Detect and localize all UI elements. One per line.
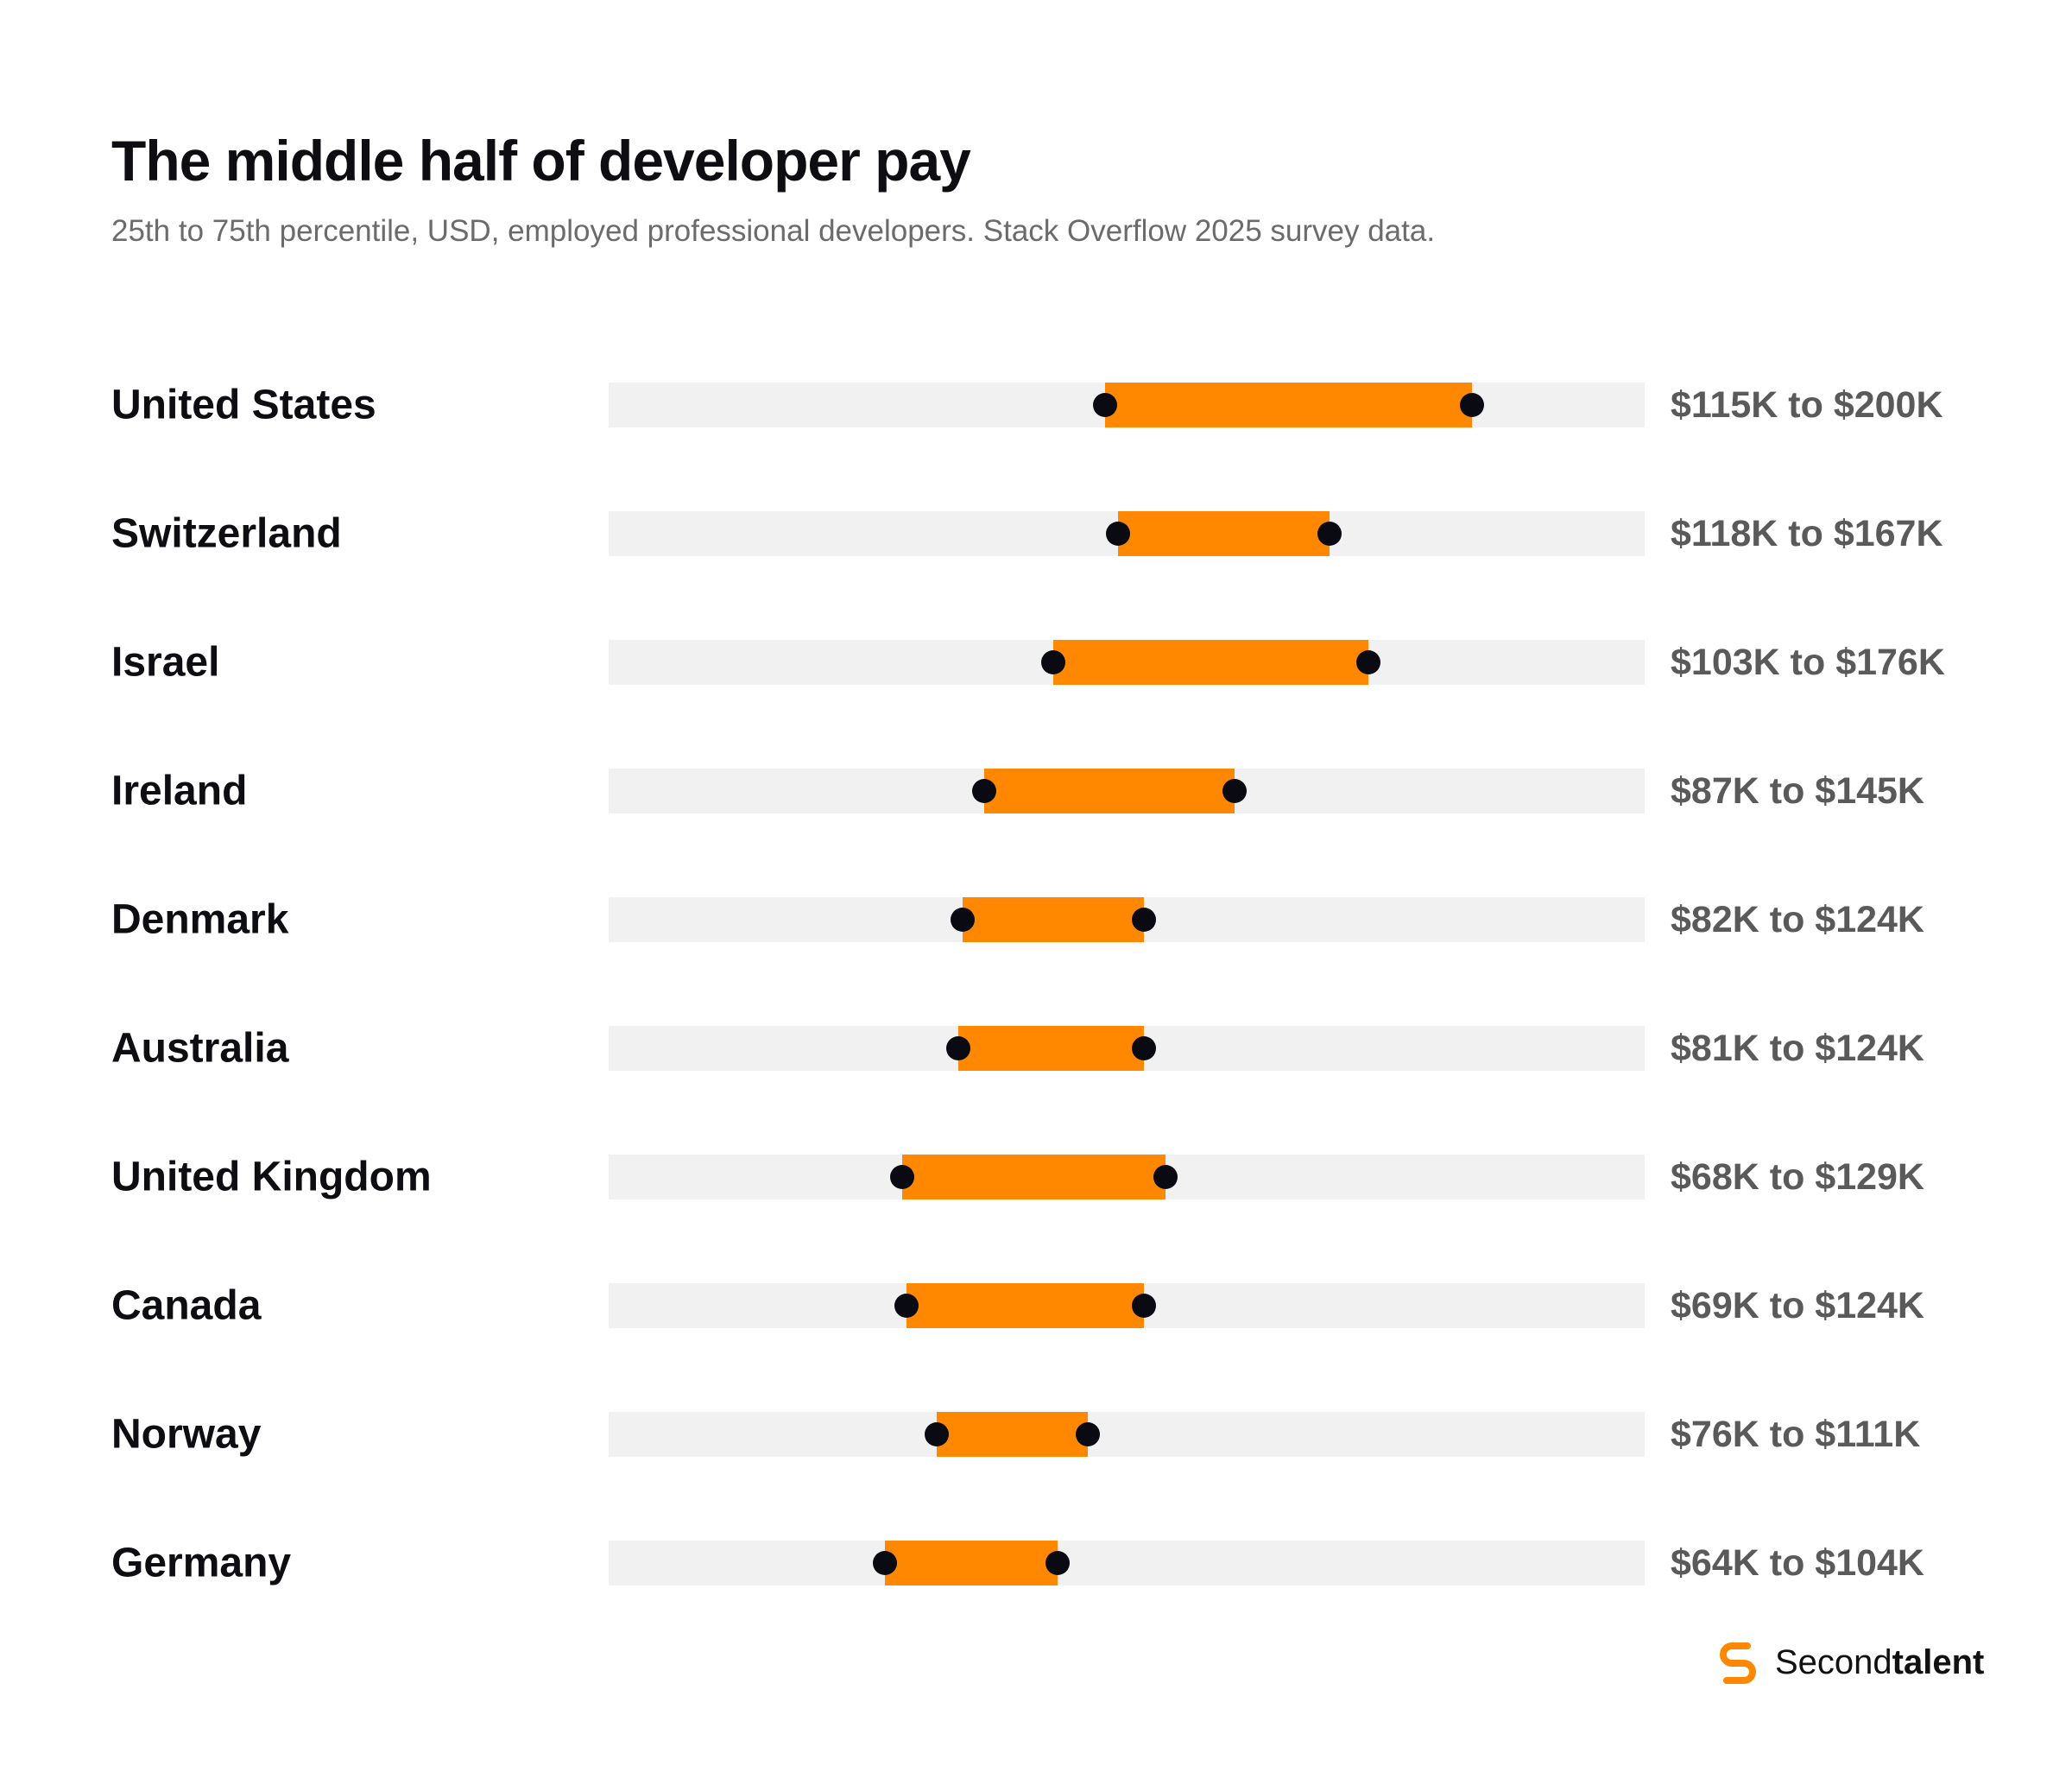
range-value-label: $69K to $124K xyxy=(1671,1285,1924,1326)
range-value-label: $87K to $145K xyxy=(1671,770,1924,812)
brand-name-regular: Second xyxy=(1775,1642,1892,1681)
p25-dot xyxy=(890,1165,914,1189)
range-value-label: $103K to $176K xyxy=(1671,642,1945,683)
chart-row-norway: Norway $76K to $111K xyxy=(111,1412,1920,1458)
chart-row-germany: Germany $64K to $104K xyxy=(111,1541,1924,1586)
chart-title: The middle half of developer pay xyxy=(111,129,971,193)
range-track xyxy=(609,1541,1645,1585)
chart-row-switzerland: Switzerland $118K to $167K xyxy=(111,511,1943,557)
country-label: Australia xyxy=(111,1026,289,1072)
chart-row-united-kingdom: United Kingdom $68K to $129K xyxy=(111,1155,1924,1200)
country-label: Ireland xyxy=(111,769,247,814)
country-label: Israel xyxy=(111,640,219,686)
interquartile-bar xyxy=(937,1412,1088,1457)
range-track xyxy=(609,1412,1645,1457)
range-value-label: $64K to $104K xyxy=(1671,1542,1924,1584)
p25-dot xyxy=(972,779,996,803)
p25-dot xyxy=(1041,650,1065,674)
country-label: United Kingdom xyxy=(111,1155,432,1200)
chart-row-israel: Israel $103K to $176K xyxy=(111,640,1945,686)
country-label: Switzerland xyxy=(111,511,342,557)
p75-dot xyxy=(1132,1036,1156,1060)
interquartile-bar xyxy=(963,897,1144,942)
interquartile-bar xyxy=(958,1026,1144,1071)
interquartile-bar xyxy=(984,769,1235,813)
p25-dot xyxy=(925,1422,949,1446)
chart-row-ireland: Ireland $87K to $145K xyxy=(111,769,1924,814)
range-value-label: $118K to $167K xyxy=(1671,513,1943,554)
interquartile-bar xyxy=(906,1283,1144,1328)
p75-dot xyxy=(1132,908,1156,932)
p75-dot xyxy=(1222,779,1247,803)
brand-name: Secondtalent xyxy=(1775,1643,1984,1682)
p25-dot xyxy=(894,1294,919,1318)
p75-dot xyxy=(1076,1422,1100,1446)
range-value-label: $76K to $111K xyxy=(1671,1414,1920,1455)
p75-dot xyxy=(1317,522,1342,546)
interquartile-bar xyxy=(1118,511,1330,556)
p75-dot xyxy=(1356,650,1380,674)
country-label: Canada xyxy=(111,1283,262,1329)
interquartile-bar xyxy=(1053,640,1368,685)
country-label: United States xyxy=(111,383,376,428)
p25-dot xyxy=(1106,522,1130,546)
chart-row-united-states: United States $115K to $200K xyxy=(111,383,1943,428)
chart-row-australia: Australia $81K to $124K xyxy=(111,1026,1924,1072)
p75-dot xyxy=(1132,1294,1156,1318)
secondtalent-logo: Secondtalent xyxy=(1713,1636,1984,1688)
range-value-label: $68K to $129K xyxy=(1671,1156,1924,1198)
p75-dot xyxy=(1045,1551,1070,1575)
p25-dot xyxy=(946,1036,970,1060)
chart-subtitle: 25th to 75th percentile, USD, employed p… xyxy=(111,214,1436,248)
range-value-label: $81K to $124K xyxy=(1671,1028,1924,1069)
p75-dot xyxy=(1153,1165,1178,1189)
interquartile-bar xyxy=(1105,383,1472,427)
p25-dot xyxy=(1093,393,1117,417)
brand-name-bold: talent xyxy=(1892,1642,1985,1681)
chart-row-canada: Canada $69K to $124K xyxy=(111,1283,1924,1329)
chart-row-denmark: Denmark $82K to $124K xyxy=(111,897,1924,943)
country-label: Germany xyxy=(111,1541,291,1586)
interquartile-bar xyxy=(885,1541,1058,1585)
country-label: Denmark xyxy=(111,897,289,943)
p75-dot xyxy=(1460,393,1484,417)
p25-dot xyxy=(873,1551,897,1575)
interquartile-bar xyxy=(902,1155,1166,1199)
country-label: Norway xyxy=(111,1412,262,1458)
p25-dot xyxy=(951,908,975,932)
secondtalent-logo-icon xyxy=(1720,1642,1756,1684)
range-value-label: $82K to $124K xyxy=(1671,899,1924,940)
range-value-label: $115K to $200K xyxy=(1671,384,1943,426)
